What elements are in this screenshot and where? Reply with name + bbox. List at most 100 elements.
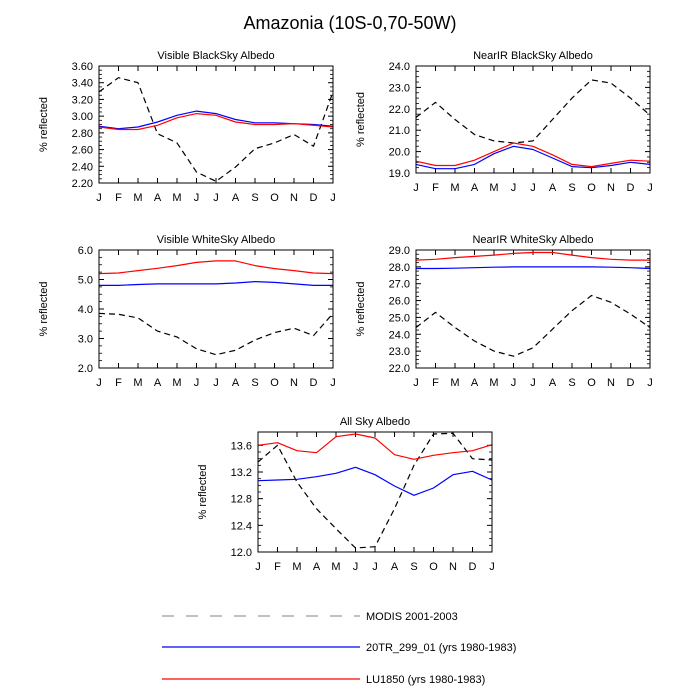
plot-frame: [415, 65, 651, 174]
x-tick-label: N: [607, 377, 615, 389]
x-tick-label: N: [449, 561, 457, 573]
series-line-run_20tr: [257, 466, 493, 496]
x-tick-label: J: [330, 192, 336, 204]
x-tick-label: A: [391, 561, 399, 573]
y-tick-label: 24.0: [389, 61, 410, 73]
x-tick-label: J: [413, 377, 419, 389]
y-tick-label: 24.0: [389, 329, 410, 341]
chart-panel-1: Visible BlackSky Albedo % reflected 2.20 2.…: [38, 50, 336, 204]
x-tick-label: J: [530, 377, 536, 389]
legend: MODIS 2001-2003 20TR_299_01 (yrs 1980-198…: [162, 611, 516, 686]
x-tick-label: J: [330, 377, 336, 389]
series-line-modis: [415, 79, 651, 144]
y-axis-label: % reflected: [355, 281, 367, 336]
x-tick-label: A: [471, 182, 479, 194]
x-tick-label: J: [511, 377, 517, 389]
x-tick-label: M: [331, 561, 340, 573]
x-tick-label: O: [429, 561, 438, 573]
x-tick-label: O: [587, 377, 596, 389]
x-tick-label: F: [115, 192, 122, 204]
x-tick-label: M: [172, 192, 181, 204]
series-line-modis: [98, 312, 334, 356]
y-tick-label: 20.0: [389, 147, 410, 159]
panel-title: NearIR BlackSky Albedo: [473, 50, 593, 62]
x-tick-label: S: [568, 182, 575, 194]
y-tick-label: 27.0: [389, 279, 410, 291]
series-line-run_lu1850: [257, 433, 493, 460]
x-tick-label: D: [310, 377, 318, 389]
x-tick-label: S: [251, 192, 258, 204]
x-tick-label: J: [511, 182, 517, 194]
y-tick-label: 21.0: [389, 125, 410, 137]
x-tick-label: O: [270, 192, 279, 204]
y-tick-label: 29.0: [389, 245, 410, 257]
x-tick-label: D: [469, 561, 477, 573]
x-tick-label: M: [489, 182, 498, 194]
x-tick-label: M: [489, 377, 498, 389]
panel-title: Visible WhiteSky Albedo: [157, 234, 275, 246]
series-line-run_lu1850: [98, 112, 334, 131]
y-tick-label: 2.0: [78, 363, 93, 375]
x-tick-label: J: [213, 192, 219, 204]
y-tick-label: 26.0: [389, 296, 410, 308]
y-tick-label: 2.20: [72, 178, 93, 190]
x-tick-label: J: [647, 182, 653, 194]
legend-label-modis: MODIS 2001-2003: [366, 611, 458, 623]
x-tick-label: J: [413, 182, 419, 194]
x-tick-label: M: [133, 192, 142, 204]
series-line-run_lu1850: [415, 251, 650, 261]
y-tick-label: 23.0: [389, 346, 410, 358]
y-tick-label: 22.0: [389, 104, 410, 116]
x-tick-label: F: [432, 377, 439, 389]
x-tick-label: J: [647, 377, 653, 389]
x-tick-label: S: [568, 377, 575, 389]
x-tick-label: M: [450, 377, 459, 389]
y-tick-label: 3.60: [72, 61, 93, 73]
chart-panel-5: All Sky Albedo % reflected 12.0 12.4 12.8 13.…: [197, 416, 495, 573]
chart-panel-3: Visible WhiteSky Albedo % reflected 2.0 3.0…: [38, 234, 336, 389]
x-tick-label: J: [353, 561, 359, 573]
legend-label-run_lu1850: LU1850 (yrs 1980-1983): [366, 674, 485, 686]
x-tick-label: J: [213, 377, 219, 389]
y-tick-label: 3.00: [72, 111, 93, 123]
series-line-run_lu1850: [415, 142, 651, 168]
y-axis-label: % reflected: [38, 281, 50, 336]
y-tick-label: 2.40: [72, 161, 93, 173]
x-tick-label: M: [133, 377, 142, 389]
series-line-run_20tr: [99, 281, 333, 286]
y-tick-label: 4.0: [78, 304, 93, 316]
y-tick-label: 5.0: [78, 275, 93, 287]
x-tick-label: F: [432, 182, 439, 194]
y-tick-label: 6.0: [78, 245, 93, 257]
y-tick-label: 3.40: [72, 78, 93, 90]
x-tick-label: J: [96, 377, 102, 389]
panel-title: Visible BlackSky Albedo: [157, 50, 274, 62]
y-tick-label: 3.0: [78, 334, 93, 346]
x-tick-label: N: [290, 377, 298, 389]
y-tick-label: 12.4: [231, 520, 252, 532]
series-line-run_20tr: [415, 145, 651, 170]
x-tick-label: M: [450, 182, 459, 194]
panel-title: NearIR WhiteSky Albedo: [472, 234, 593, 246]
plot-frame: [415, 249, 651, 369]
x-tick-label: A: [232, 192, 240, 204]
plot-frame: [257, 431, 493, 553]
x-tick-label: J: [96, 192, 102, 204]
x-tick-label: J: [372, 561, 378, 573]
y-axis-label: % reflected: [38, 97, 50, 152]
y-tick-label: 25.0: [389, 312, 410, 324]
x-tick-label: N: [290, 192, 298, 204]
y-tick-label: 13.2: [231, 467, 252, 479]
chart-panels: Visible BlackSky Albedo % reflected 2.20 2.…: [38, 50, 653, 573]
panel-title: All Sky Albedo: [340, 416, 410, 428]
x-tick-label: F: [274, 561, 281, 573]
x-tick-label: A: [549, 182, 557, 194]
y-tick-label: 12.8: [231, 494, 252, 506]
chart-panel-4: NearIR WhiteSky Albedo % reflected 22.0 23.…: [355, 234, 653, 389]
x-tick-label: J: [194, 192, 200, 204]
series-line-run_lu1850: [98, 260, 334, 275]
y-axis-label: % reflected: [197, 464, 209, 519]
x-tick-label: O: [270, 377, 279, 389]
x-tick-label: O: [587, 182, 596, 194]
